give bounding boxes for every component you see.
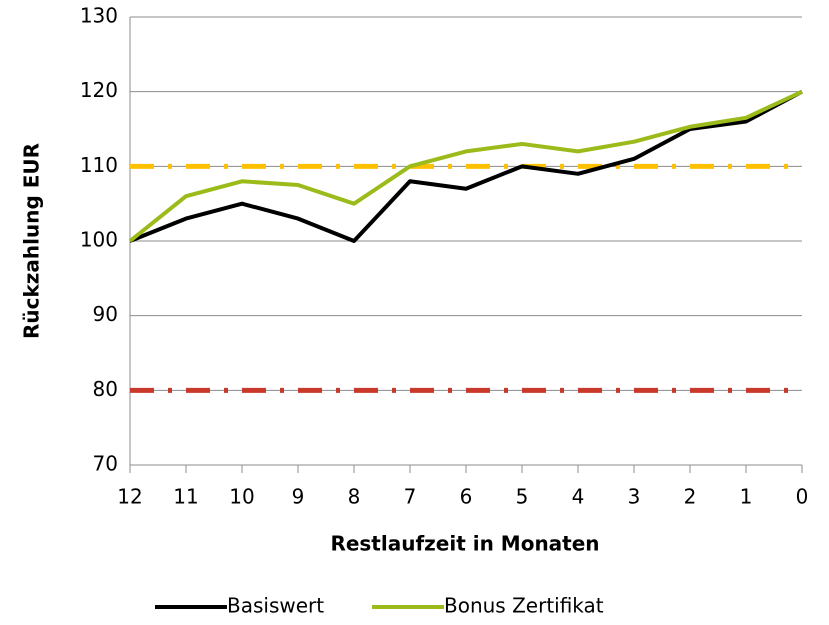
y-tick-label: 120 [80,78,118,102]
x-tick-label: 7 [404,485,417,509]
y-tick-label: 110 [80,153,118,177]
y-tick-label: 90 [93,302,118,326]
series-line [129,89,803,243]
x-tick-label: 2 [684,485,697,509]
y-tick-label: 100 [80,228,118,252]
legend-label: Bonus Zertifikat [444,594,604,618]
series-line [128,89,803,243]
x-tick-label: 9 [292,485,305,509]
x-tick-label: 6 [460,485,473,509]
y-axis-label: Rückzahlung EUR [20,143,44,339]
x-tick-label: 5 [516,485,529,509]
legend-label: Basiswert [227,594,324,618]
x-tick-label: 8 [348,485,361,509]
x-tick-label: 12 [117,485,142,509]
x-tick-label: 11 [173,485,198,509]
y-tick-label: 130 [80,4,118,28]
x-tick-label: 3 [628,485,641,509]
x-axis-label: Restlaufzeit in Monaten [330,532,599,556]
x-tick-label: 10 [229,485,254,509]
x-tick-label: 1 [740,485,753,509]
y-tick-label: 80 [93,377,118,401]
y-tick-label: 70 [93,452,118,476]
x-tick-label: 0 [796,485,809,509]
x-tick-label: 4 [572,485,585,509]
